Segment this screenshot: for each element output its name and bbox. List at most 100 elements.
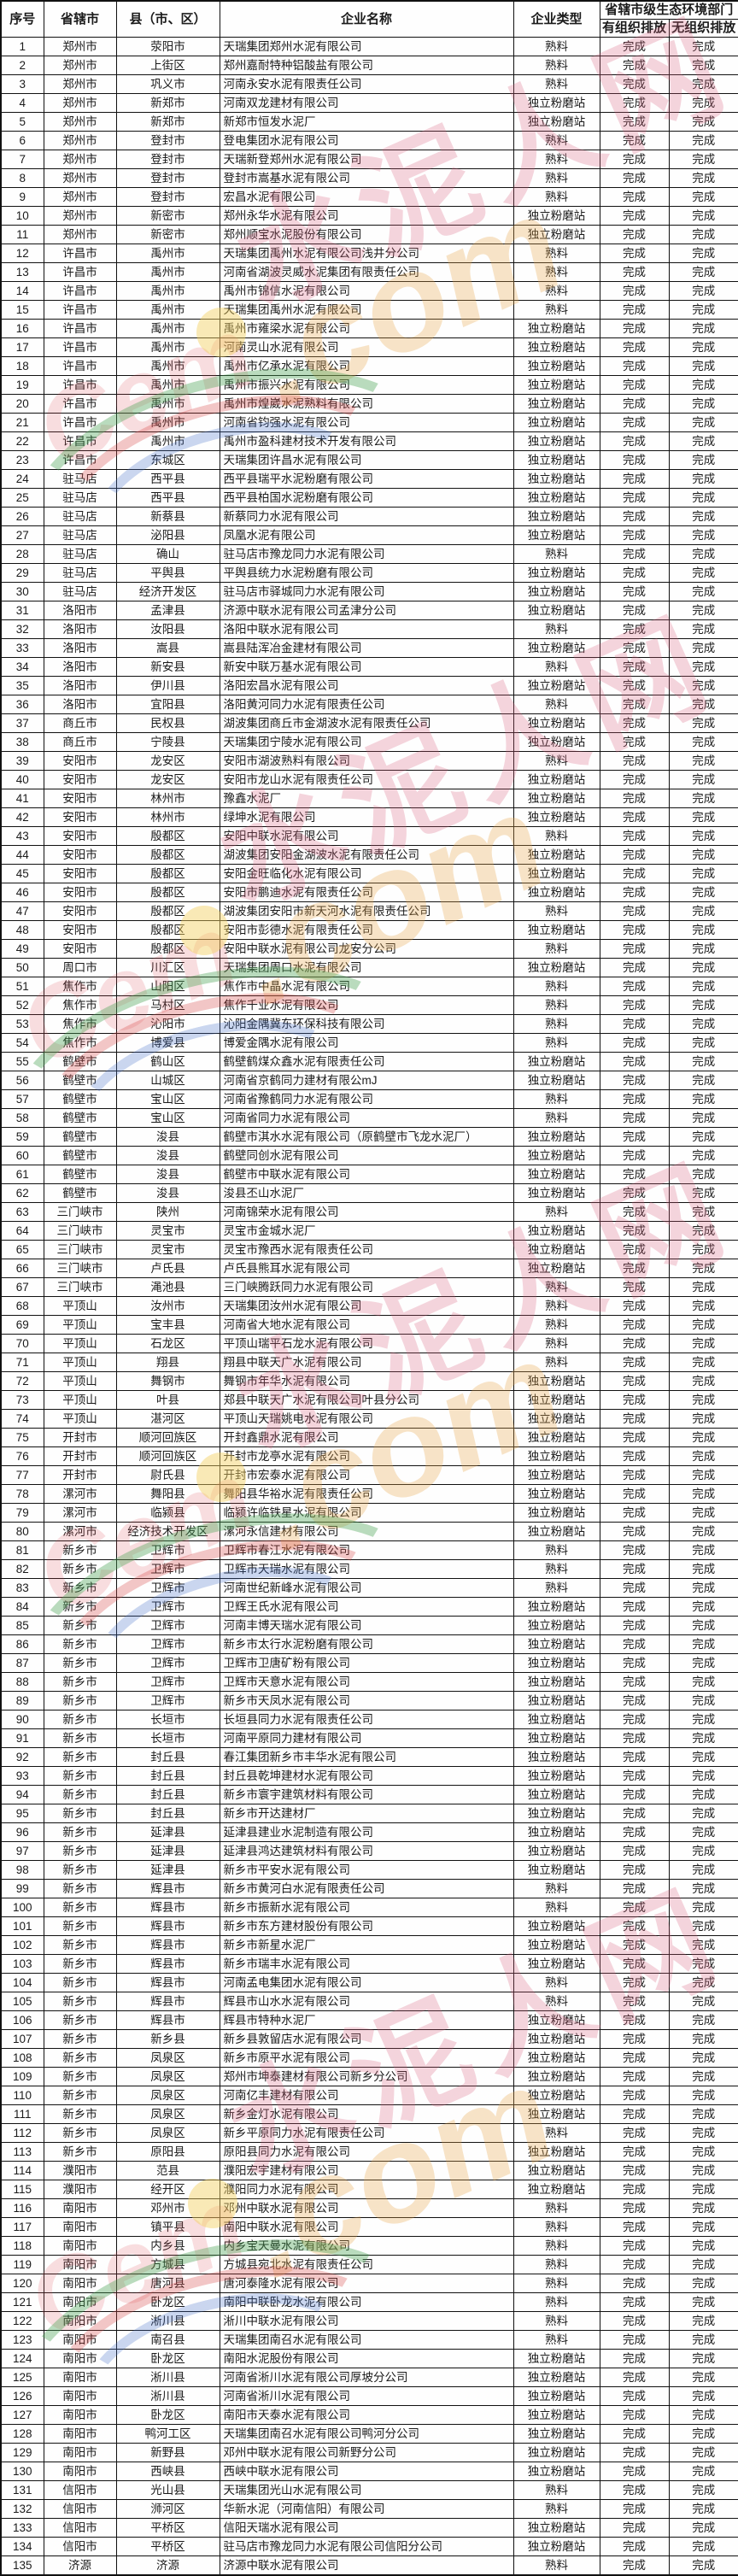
cell-organized: 完成 — [599, 1540, 670, 1560]
cell-type: 独立粉磨站 — [512, 1616, 600, 1635]
cell-no: 96 — [0, 1822, 44, 1842]
cell-unorganized: 完成 — [668, 1108, 738, 1128]
cell-organized: 完成 — [599, 1146, 670, 1165]
cell-company: 河南省淅川水泥有限公司厚坡分公司 — [219, 2368, 514, 2387]
cell-type: 独立粉磨站 — [512, 1653, 600, 1673]
cell-county: 宝丰县 — [115, 1315, 220, 1335]
table-row: 107 新乡市 新乡县 新乡县敦留店水泥有限公司 独立粉磨站 完成 完成 — [0, 2029, 738, 2049]
cell-type: 独立粉磨站 — [512, 1597, 600, 1617]
cell-county: 淅川县 — [115, 2368, 220, 2387]
cell-organized: 完成 — [599, 1259, 670, 1278]
cell-no: 84 — [0, 1597, 44, 1617]
cell-company: 鹤壁市淇水水泥有限公司（原鹤壁市飞龙水泥厂） — [219, 1127, 514, 1147]
cell-county: 新乡县 — [115, 2029, 220, 2049]
cell-type: 独立粉磨站 — [512, 1522, 600, 1541]
cell-city: 三门峡市 — [43, 1240, 117, 1259]
cell-unorganized: 完成 — [668, 2443, 738, 2462]
cell-type: 熟料 — [512, 1277, 600, 1297]
cell-organized: 完成 — [599, 1240, 670, 1259]
cell-city: 平顶山 — [43, 1334, 117, 1353]
cell-organized: 完成 — [599, 1127, 670, 1147]
cell-company: 天瑞集团南召水泥有限公司鸭河分公司 — [219, 2424, 514, 2444]
cell-organized: 完成 — [599, 619, 670, 639]
cell-county: 宜阳县 — [115, 695, 220, 714]
table-row: 62 鹤壁市 浚县 浚县丕山水泥厂 独立粉磨站 完成 完成 — [0, 1183, 738, 1203]
table-row: 40 安阳市 龙安区 安阳市龙山水泥有限责任公司 独立粉磨站 完成 完成 — [0, 770, 738, 789]
cell-type: 熟料 — [512, 1334, 600, 1353]
cell-unorganized: 完成 — [668, 2405, 738, 2425]
cell-no: 34 — [0, 657, 44, 677]
cell-company: 平舆县统力水泥粉磨有限公司 — [219, 563, 514, 583]
cell-city: 平顶山 — [43, 1409, 117, 1429]
cell-unorganized: 完成 — [668, 1578, 738, 1598]
cell-unorganized: 完成 — [668, 1033, 738, 1053]
cell-no: 31 — [0, 601, 44, 620]
cell-type: 独立粉磨站 — [512, 2161, 600, 2180]
cell-county: 孟津县 — [115, 601, 220, 620]
cell-company: 郑县中联天广水泥有限公司叶县分公司 — [219, 1390, 514, 1410]
table-row: 47 安阳市 殷都区 湖波集团安阳市新天河水泥有限责任公司 熟料 完成 完成 — [0, 901, 738, 921]
cell-no: 98 — [0, 1860, 44, 1880]
table-row: 125 南阳市 淅川县 河南省淅川水泥有限公司厚坡分公司 独立粉磨站 完成 完成 — [0, 2368, 738, 2387]
cell-county: 临颍县 — [115, 1503, 220, 1523]
cell-company: 鹤壁鹤煤众鑫水泥有限责任公司 — [219, 1052, 514, 1071]
cell-county: 马村区 — [115, 995, 220, 1015]
cell-organized: 完成 — [599, 676, 670, 695]
cell-city: 许昌市 — [43, 450, 117, 470]
cell-organized: 完成 — [599, 1089, 670, 1109]
cell-unorganized: 完成 — [668, 2368, 738, 2387]
table-row: 60 鹤壁市 浚县 鹤壁同创水泥有限公司 独立粉磨站 完成 完成 — [0, 1146, 738, 1165]
cell-city: 洛阳市 — [43, 657, 117, 677]
cell-company: 天瑞集团许昌水泥有限公司 — [219, 450, 514, 470]
cell-type: 熟料 — [512, 1540, 600, 1560]
cell-type: 独立粉磨站 — [512, 770, 600, 789]
cell-company: 鹤壁市中联水泥有限公司 — [219, 1165, 514, 1184]
header-type: 企业类型 — [512, 0, 600, 38]
cell-city: 南阳市 — [43, 2349, 117, 2368]
cell-unorganized: 完成 — [668, 1785, 738, 1804]
cell-company: 河南双龙建材有限公司 — [219, 93, 514, 113]
cell-type: 独立粉磨站 — [512, 676, 600, 695]
cell-unorganized: 完成 — [668, 394, 738, 414]
cell-city: 鹤壁市 — [43, 1183, 117, 1203]
cell-organized: 完成 — [599, 807, 670, 827]
cell-unorganized: 完成 — [668, 131, 738, 150]
cell-company: 嵩县陆浑冶金建材有限公司 — [219, 638, 514, 658]
cell-organized: 完成 — [599, 2386, 670, 2406]
cell-no: 119 — [0, 2255, 44, 2274]
cell-city: 安阳市 — [43, 845, 117, 865]
cell-county: 上街区 — [115, 56, 220, 75]
cell-no: 68 — [0, 1296, 44, 1316]
table-row: 31 洛阳市 孟津县 济源中联水泥有限公司孟津分公司 独立粉磨站 完成 完成 — [0, 601, 738, 620]
cell-city: 南阳市 — [43, 2311, 117, 2331]
cell-unorganized: 完成 — [668, 1653, 738, 1673]
cell-company: 河南省淅川水泥有限公司 — [219, 2386, 514, 2406]
cell-city: 许昌市 — [43, 262, 117, 282]
cell-county: 平舆县 — [115, 563, 220, 583]
cell-county: 新密市 — [115, 206, 220, 226]
cell-type: 熟料 — [512, 1033, 600, 1053]
cell-organized: 完成 — [599, 751, 670, 771]
cell-county: 巩义市 — [115, 74, 220, 94]
cell-unorganized: 完成 — [668, 883, 738, 902]
cell-organized: 完成 — [599, 1559, 670, 1579]
cell-type: 独立粉磨站 — [512, 413, 600, 432]
cell-company: 焦作千业水泥有限公司 — [219, 995, 514, 1015]
cell-no: 28 — [0, 544, 44, 564]
cell-unorganized: 完成 — [668, 1559, 738, 1579]
cell-no: 44 — [0, 845, 44, 865]
cell-county: 林州市 — [115, 807, 220, 827]
cell-county: 灵宝市 — [115, 1240, 220, 1259]
cell-company: 河南丰博天瑞水泥有限公司 — [219, 1616, 514, 1635]
cell-no: 93 — [0, 1766, 44, 1786]
cell-city: 漯河市 — [43, 1484, 117, 1504]
cell-city: 郑州市 — [43, 225, 117, 244]
cell-unorganized: 完成 — [668, 1860, 738, 1880]
cell-county: 殷都区 — [115, 864, 220, 883]
table-row: 105 新乡市 辉县市 辉县市山水水泥有限公司 熟料 完成 完成 — [0, 1992, 738, 2011]
table-row: 46 安阳市 殷都区 安阳市鹏迪水泥有限责任公司 独立粉磨站 完成 完成 — [0, 883, 738, 902]
cell-city: 新乡市 — [43, 1728, 117, 1748]
cell-type: 独立粉磨站 — [512, 2029, 600, 2049]
header-organized: 有组织排放 — [599, 19, 670, 38]
table-row: 2 郑州市 上街区 郑州嘉耐特种铝酸盐有限公司 熟料 完成 完成 — [0, 56, 738, 75]
